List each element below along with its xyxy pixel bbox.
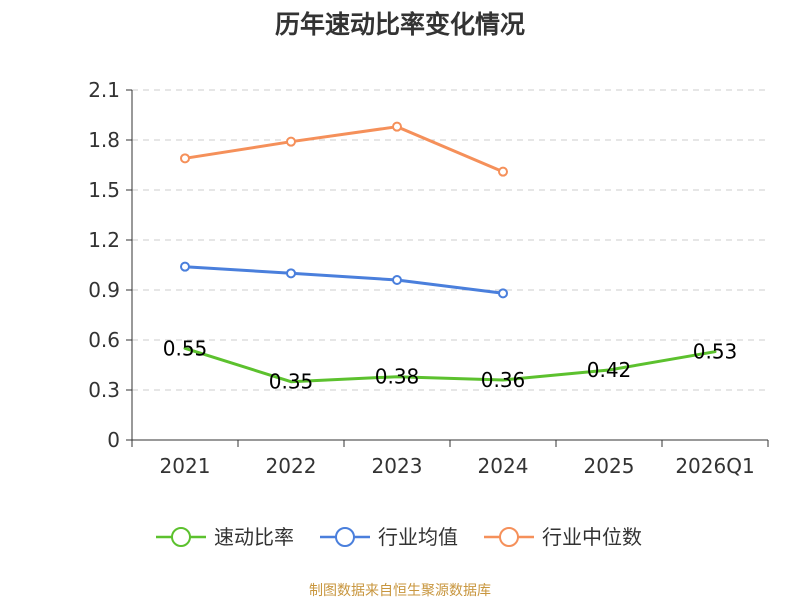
y-tick-label: 1.2 xyxy=(88,228,120,252)
legend-item-1[interactable]: 行业均值 xyxy=(320,525,458,549)
data-label: 0.53 xyxy=(693,340,738,364)
legend-label: 行业均值 xyxy=(378,525,458,549)
data-labels: 0.55 0.35 0.38 0.36 0.42 0.53 xyxy=(163,336,738,393)
data-label: 0.36 xyxy=(481,368,526,392)
series-point[interactable] xyxy=(286,268,296,279)
x-tick-label: 2022 xyxy=(266,454,317,478)
y-tick-label: 0 xyxy=(107,428,120,452)
series-point[interactable] xyxy=(180,261,190,272)
series-line-0[interactable] xyxy=(183,346,717,384)
y-tick-label: 2.1 xyxy=(88,78,120,102)
chart-title: 历年速动比率变化情况 xyxy=(275,10,525,39)
legend-swatch-marker xyxy=(499,527,519,547)
legend-label: 速动比率 xyxy=(214,525,294,549)
data-label: 0.35 xyxy=(269,370,314,394)
x-tick-label: 2025 xyxy=(584,454,635,478)
series-lines xyxy=(180,121,717,384)
series-point[interactable] xyxy=(392,275,402,285)
x-tick-label: 2023 xyxy=(372,454,423,478)
data-label: 0.38 xyxy=(375,365,420,389)
y-tick-label: 0.6 xyxy=(88,328,120,352)
source-note: 制图数据来自恒生聚源数据库 xyxy=(309,583,491,599)
x-tick-label: 2024 xyxy=(478,454,529,478)
series-point[interactable] xyxy=(498,288,508,299)
y-tick-label: 1.5 xyxy=(88,178,120,202)
series-line-1[interactable] xyxy=(183,265,505,295)
series-point[interactable] xyxy=(392,121,402,132)
legend-item-0[interactable]: 速动比率 xyxy=(156,525,294,549)
series-point[interactable] xyxy=(286,136,296,147)
axes: 0 0.3 0.6 0.9 1.2 1.5 1.8 2.1 2021 2022 2023 2024 20… xyxy=(88,78,769,478)
grid-lines xyxy=(132,89,768,391)
legend-swatch-marker xyxy=(171,527,191,547)
legend-label: 行业中位数 xyxy=(542,525,642,549)
legend[interactable]: 速动比率 行业均值 行业中位数 xyxy=(156,525,642,549)
x-tick-label: 2026Q1 xyxy=(675,454,754,478)
series-point[interactable] xyxy=(180,153,190,164)
legend-swatch-marker xyxy=(335,527,355,547)
x-tick-label: 2021 xyxy=(160,454,211,478)
y-tick-label: 0.3 xyxy=(88,378,120,402)
legend-item-2[interactable]: 行业中位数 xyxy=(484,525,642,549)
series-point[interactable] xyxy=(498,166,508,177)
y-tick-label: 1.8 xyxy=(88,128,120,152)
data-label: 0.42 xyxy=(587,358,632,382)
y-tick-label: 0.9 xyxy=(88,278,120,302)
data-label: 0.55 xyxy=(163,336,208,360)
series-line-2[interactable] xyxy=(183,125,505,174)
